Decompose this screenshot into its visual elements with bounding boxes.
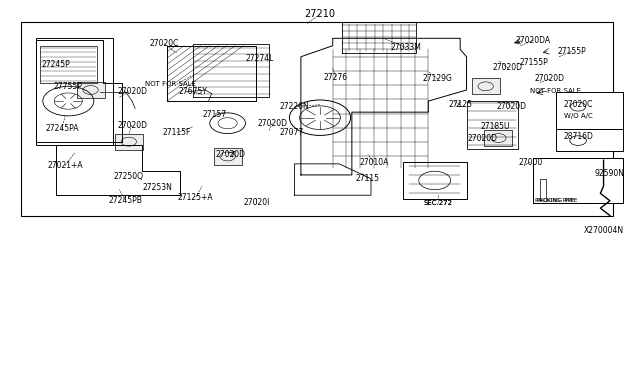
Text: NOT FOR SALE: NOT FOR SALE <box>145 81 196 87</box>
Text: 27021+A: 27021+A <box>47 161 83 170</box>
Bar <box>20 22 613 215</box>
Text: 27253N: 27253N <box>143 183 172 192</box>
Text: 27210: 27210 <box>305 9 335 19</box>
Text: 27020D: 27020D <box>534 74 564 83</box>
Bar <box>534 158 623 203</box>
Text: 27020D: 27020D <box>117 87 147 96</box>
Text: 27125: 27125 <box>448 100 472 109</box>
Text: 27115F: 27115F <box>163 128 191 137</box>
Text: SEC.272: SEC.272 <box>424 200 452 206</box>
Text: W/O A/C: W/O A/C <box>564 113 593 119</box>
Text: 27020C: 27020C <box>563 100 593 109</box>
Bar <box>556 129 623 151</box>
Bar <box>40 46 97 83</box>
Text: PACKING PIPE: PACKING PIPE <box>537 198 574 202</box>
Bar <box>214 148 242 164</box>
Text: 27020D: 27020D <box>493 63 523 72</box>
Text: 27125+A: 27125+A <box>178 193 214 202</box>
Text: 27245PA: 27245PA <box>45 124 79 133</box>
Text: 27245PB: 27245PB <box>109 196 143 205</box>
Bar <box>467 101 518 149</box>
Text: 27033M: 27033M <box>390 43 422 52</box>
Text: 27274L: 27274L <box>245 54 274 63</box>
Text: 27020D: 27020D <box>216 150 246 159</box>
Bar <box>115 134 143 150</box>
Text: 27155P: 27155P <box>557 47 586 56</box>
Text: 27020I: 27020I <box>243 198 269 207</box>
Text: 27250Q: 27250Q <box>114 172 144 181</box>
Text: SEC.272: SEC.272 <box>424 200 452 206</box>
Text: 27020D: 27020D <box>467 134 497 142</box>
Text: 27226N: 27226N <box>280 102 309 111</box>
Bar <box>556 92 623 129</box>
Bar <box>77 82 104 98</box>
Text: 92590N: 92590N <box>595 169 625 177</box>
Text: X270004N: X270004N <box>584 226 623 235</box>
Text: 27155P: 27155P <box>519 58 548 67</box>
Text: NOT FOR SALE: NOT FOR SALE <box>531 88 581 94</box>
Text: PACKING PIPE: PACKING PIPE <box>534 198 577 203</box>
Text: 27010A: 27010A <box>360 157 389 167</box>
Text: 27675Y: 27675Y <box>178 87 207 96</box>
Text: 27000: 27000 <box>518 157 543 167</box>
Bar <box>36 38 113 145</box>
Text: 27115: 27115 <box>356 174 380 183</box>
Text: 27020C: 27020C <box>149 39 179 48</box>
Text: 27185U: 27185U <box>481 122 510 131</box>
Text: 27020D: 27020D <box>496 102 526 111</box>
Text: 27129G: 27129G <box>423 74 453 83</box>
Text: 27157: 27157 <box>203 109 227 119</box>
Text: 28716D: 28716D <box>563 132 593 141</box>
Text: 27077: 27077 <box>279 128 303 137</box>
Text: 27276: 27276 <box>324 73 348 81</box>
Text: 27020D: 27020D <box>117 121 147 129</box>
Bar <box>484 130 513 146</box>
Text: 27020D: 27020D <box>257 119 287 128</box>
Bar <box>472 78 500 94</box>
Text: 27020DA: 27020DA <box>516 36 551 45</box>
Text: 27245P: 27245P <box>41 60 70 69</box>
Text: 27755P: 27755P <box>54 82 83 91</box>
